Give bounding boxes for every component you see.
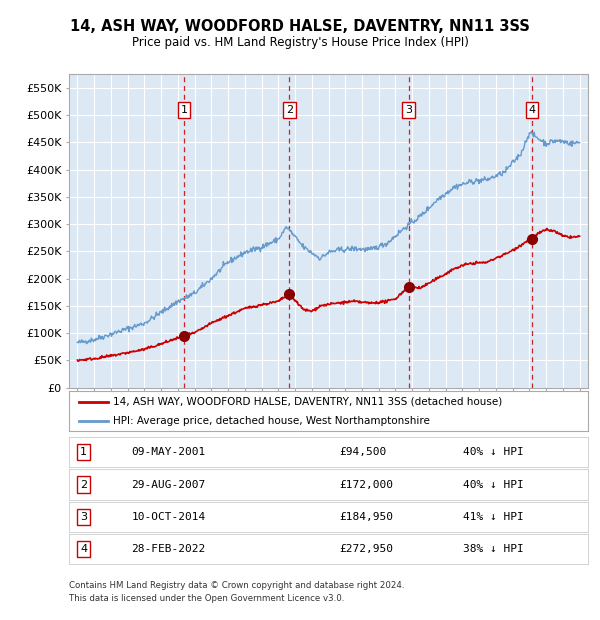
Text: 1: 1	[181, 105, 187, 115]
Text: 10-OCT-2014: 10-OCT-2014	[131, 512, 206, 522]
Text: 09-MAY-2001: 09-MAY-2001	[131, 447, 206, 458]
Text: 3: 3	[405, 105, 412, 115]
Text: Contains HM Land Registry data © Crown copyright and database right 2024.: Contains HM Land Registry data © Crown c…	[69, 581, 404, 590]
Text: 2: 2	[80, 479, 87, 490]
Text: 4: 4	[529, 105, 536, 115]
Text: 14, ASH WAY, WOODFORD HALSE, DAVENTRY, NN11 3SS (detached house): 14, ASH WAY, WOODFORD HALSE, DAVENTRY, N…	[113, 397, 502, 407]
Text: £184,950: £184,950	[339, 512, 393, 522]
Text: 29-AUG-2007: 29-AUG-2007	[131, 479, 206, 490]
Text: 4: 4	[80, 544, 87, 554]
Text: 14, ASH WAY, WOODFORD HALSE, DAVENTRY, NN11 3SS: 14, ASH WAY, WOODFORD HALSE, DAVENTRY, N…	[70, 19, 530, 33]
Text: 40% ↓ HPI: 40% ↓ HPI	[463, 447, 524, 458]
Text: HPI: Average price, detached house, West Northamptonshire: HPI: Average price, detached house, West…	[113, 416, 430, 426]
Text: 1: 1	[80, 447, 87, 458]
Text: £94,500: £94,500	[339, 447, 386, 458]
Text: 3: 3	[80, 512, 87, 522]
Text: This data is licensed under the Open Government Licence v3.0.: This data is licensed under the Open Gov…	[69, 593, 344, 603]
Text: 2: 2	[286, 105, 293, 115]
Text: £172,000: £172,000	[339, 479, 393, 490]
Text: 40% ↓ HPI: 40% ↓ HPI	[463, 479, 524, 490]
Text: Price paid vs. HM Land Registry's House Price Index (HPI): Price paid vs. HM Land Registry's House …	[131, 36, 469, 49]
Text: £272,950: £272,950	[339, 544, 393, 554]
Text: 28-FEB-2022: 28-FEB-2022	[131, 544, 206, 554]
Text: 38% ↓ HPI: 38% ↓ HPI	[463, 544, 524, 554]
Text: 41% ↓ HPI: 41% ↓ HPI	[463, 512, 524, 522]
